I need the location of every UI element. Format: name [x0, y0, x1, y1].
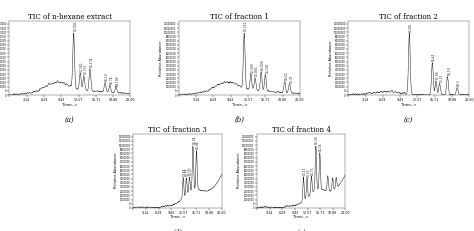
Title: TIC of n-hexane extract: TIC of n-hexane extract	[28, 13, 112, 21]
Text: (e): (e)	[296, 229, 306, 231]
Text: 16.18: 16.18	[447, 66, 451, 75]
Y-axis label: Relative Abundance: Relative Abundance	[237, 153, 241, 188]
Text: 19.31: 19.31	[290, 74, 293, 83]
Text: (a): (a)	[65, 116, 75, 124]
Text: 13.71: 13.71	[186, 168, 190, 176]
Text: 13.751: 13.751	[84, 64, 88, 74]
Text: 16.74: 16.74	[109, 75, 114, 84]
Text: 14.309: 14.309	[261, 60, 265, 70]
Title: TIC of fraction 4: TIC of fraction 4	[272, 126, 331, 134]
Text: 16.16: 16.16	[105, 73, 109, 81]
Text: 14.30: 14.30	[315, 136, 319, 144]
Title: TIC of fraction 1: TIC of fraction 1	[210, 13, 269, 21]
Y-axis label: Relative Abundance: Relative Abundance	[114, 153, 118, 188]
Text: 14.503: 14.503	[265, 63, 269, 73]
Text: 14.41: 14.41	[432, 53, 436, 61]
Text: 13.97: 13.97	[189, 167, 193, 175]
Text: 18.196: 18.196	[116, 75, 120, 85]
Text: 13.582: 13.582	[80, 61, 84, 72]
Y-axis label: Relative Abundance: Relative Abundance	[159, 40, 163, 76]
Text: 13.08: 13.08	[409, 23, 413, 32]
Text: 14.34: 14.34	[192, 136, 196, 144]
Text: (b): (b)	[234, 116, 245, 124]
X-axis label: Time-->: Time-->	[293, 215, 309, 219]
Text: 14.174: 14.174	[90, 57, 94, 67]
Text: 13.985: 13.985	[255, 66, 259, 76]
Text: 13.44: 13.44	[182, 168, 187, 176]
Text: 13.35: 13.35	[306, 169, 310, 177]
X-axis label: Time-->: Time-->	[170, 215, 185, 219]
Text: 13.11: 13.11	[303, 167, 307, 175]
Text: 14.74: 14.74	[319, 143, 323, 151]
Title: TIC of fraction 3: TIC of fraction 3	[148, 126, 207, 134]
Y-axis label: Relative Abundance: Relative Abundance	[328, 40, 333, 76]
Title: TIC of fraction 2: TIC of fraction 2	[379, 13, 438, 21]
Text: 18.62: 18.62	[284, 72, 289, 80]
X-axis label: Time-->: Time-->	[401, 103, 417, 106]
Text: (c): (c)	[404, 116, 413, 124]
Text: 13.75: 13.75	[311, 166, 315, 175]
X-axis label: Time-->: Time-->	[62, 103, 78, 106]
Text: 13.512: 13.512	[244, 21, 248, 31]
Text: 13.303: 13.303	[73, 21, 77, 31]
Text: (d): (d)	[173, 229, 182, 231]
Text: 13.589: 13.589	[251, 62, 255, 73]
Text: 14.84: 14.84	[196, 140, 200, 149]
X-axis label: Time-->: Time-->	[232, 103, 247, 106]
Text: 15.11: 15.11	[439, 74, 444, 82]
Text: 18.5: 18.5	[457, 79, 461, 86]
Text: 15.06: 15.06	[436, 71, 440, 79]
